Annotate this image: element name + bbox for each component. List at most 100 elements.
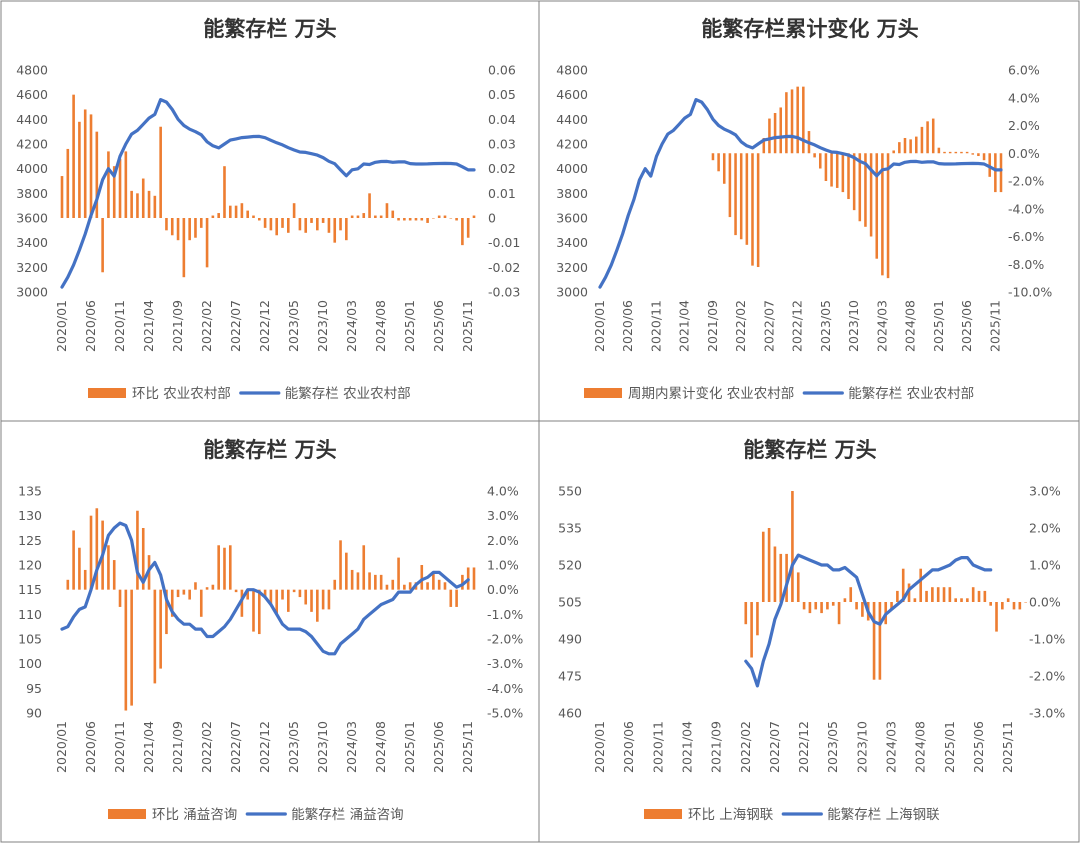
x-tick-label: 2025/11	[460, 300, 475, 352]
bar-mark	[345, 218, 348, 241]
x-tick-label: 2023/10	[854, 721, 869, 773]
bar-mark	[1024, 602, 1027, 603]
y-left-tick-label: 135	[18, 484, 42, 499]
bar-mark	[948, 587, 952, 602]
bar-mark	[722, 153, 726, 184]
x-tick-label: 2022/07	[228, 721, 243, 773]
bar-mark	[107, 151, 110, 218]
bar-mark	[960, 151, 963, 154]
bar-mark	[861, 602, 864, 617]
x-tick-label: 2022/07	[767, 721, 782, 773]
bar-mark	[379, 574, 383, 590]
bar-mark	[901, 568, 905, 602]
bar-mark	[403, 584, 406, 590]
x-tick-label: 2024/03	[884, 721, 899, 773]
bar-mark	[95, 131, 99, 218]
chart-title: 能繁存栏 万头	[203, 17, 336, 41]
x-tick-label: 2020/01	[54, 300, 69, 352]
bar-mark	[374, 215, 377, 218]
y-left-tick-label: 490	[558, 632, 582, 647]
bar-mark	[858, 153, 862, 222]
bar-mark	[734, 153, 737, 236]
x-tick-label: 2020/06	[83, 721, 98, 773]
bar-mark	[837, 602, 841, 625]
bar-mark	[118, 158, 122, 218]
bar-mark	[304, 589, 308, 605]
x-tick-label: 2021/09	[705, 300, 720, 352]
bar-mark	[796, 572, 800, 602]
bar-mark	[107, 545, 110, 590]
bar-mark	[954, 598, 958, 602]
bar-mark	[78, 547, 81, 590]
bar-mark	[170, 589, 174, 617]
bar-mark	[147, 190, 151, 218]
bar-mark	[257, 589, 261, 635]
bar-mark	[339, 218, 342, 231]
bar-mark	[744, 602, 748, 625]
bar-mark	[397, 218, 400, 221]
x-tick-label: 2022/12	[796, 721, 811, 773]
bar-mark	[820, 602, 823, 614]
bar-mark	[170, 218, 174, 236]
bar-mark	[112, 560, 116, 590]
bar-mark	[275, 589, 279, 615]
bar-mark	[426, 218, 429, 223]
chart-panel-1: 能繁存栏 万头 4800 4600 4400 4200 4000 3800 3600 3400 3…	[16, 17, 520, 402]
bar-mark	[391, 579, 395, 590]
legend-label-bar: 环比 涌益咨询	[152, 807, 237, 823]
bar-mark	[847, 153, 850, 200]
bar-mark	[942, 587, 946, 602]
legend-label-bar: 环比 上海钢联	[688, 807, 774, 823]
bar-mark	[287, 218, 290, 233]
y-right-tick-label: 0.04	[488, 112, 516, 127]
bar-mark	[287, 589, 290, 612]
y-right-tick-label: 1.0%	[487, 558, 519, 573]
bar-mark	[762, 137, 766, 154]
x-tick-label: 2025/11	[1000, 721, 1015, 773]
bar-mark	[356, 572, 360, 590]
bar-mark	[814, 602, 818, 610]
series-line	[598, 98, 1003, 289]
bar-mark	[379, 215, 383, 218]
bar-mark	[982, 153, 986, 161]
bar-mark	[915, 136, 918, 154]
bar-mark	[159, 126, 162, 218]
bar-mark	[310, 218, 313, 223]
y-left-tick-label: 90	[26, 706, 42, 721]
bar-mark	[869, 153, 873, 237]
x-tick-label: 2023/05	[286, 721, 301, 773]
bar-mark	[426, 582, 429, 590]
bar-mark	[779, 107, 783, 154]
x-tick-label: 2025/06	[959, 300, 974, 352]
bar-mark	[864, 153, 867, 227]
bar-mark	[971, 153, 975, 155]
x-tick-label: 2022/12	[257, 300, 272, 352]
y-right-tick-label: 6.0%	[1008, 63, 1040, 78]
bar-mark	[849, 587, 853, 602]
bar-mark	[745, 153, 749, 245]
x-tick-label: 2021/04	[141, 721, 156, 773]
bar-mark	[472, 215, 476, 218]
bar-mark	[913, 598, 917, 602]
x-tick-label: 2023/10	[315, 300, 330, 352]
bar-mark	[1001, 602, 1004, 610]
x-tick-label: 2024/03	[344, 300, 359, 352]
x-tick-label: 2022/02	[738, 721, 753, 773]
bar-mark	[711, 153, 715, 161]
series-line	[60, 521, 470, 656]
y-left-tick-label: 4200	[556, 137, 588, 152]
y-left-tick-label: 3800	[556, 186, 588, 201]
legend-label-line: 能繁存栏 农业农村部	[848, 386, 974, 402]
bar-mark	[785, 553, 788, 602]
y-right-tick-label: -2.0%	[1029, 669, 1065, 684]
bar-mark	[263, 589, 267, 598]
legend-label-line: 能繁存栏 上海钢联	[827, 807, 940, 823]
bar-mark	[136, 510, 139, 590]
x-tick-label: 2020/01	[592, 721, 607, 773]
x-tick-label: 2025/11	[460, 721, 475, 773]
y-right-tick-label: -10.0%	[1008, 285, 1052, 300]
y-right-tick-label: 0.06	[488, 63, 516, 78]
y-right-tick-label: 3.0%	[1029, 484, 1061, 499]
y-left-tick-label: 4400	[556, 112, 588, 127]
bar-mark	[124, 151, 128, 218]
